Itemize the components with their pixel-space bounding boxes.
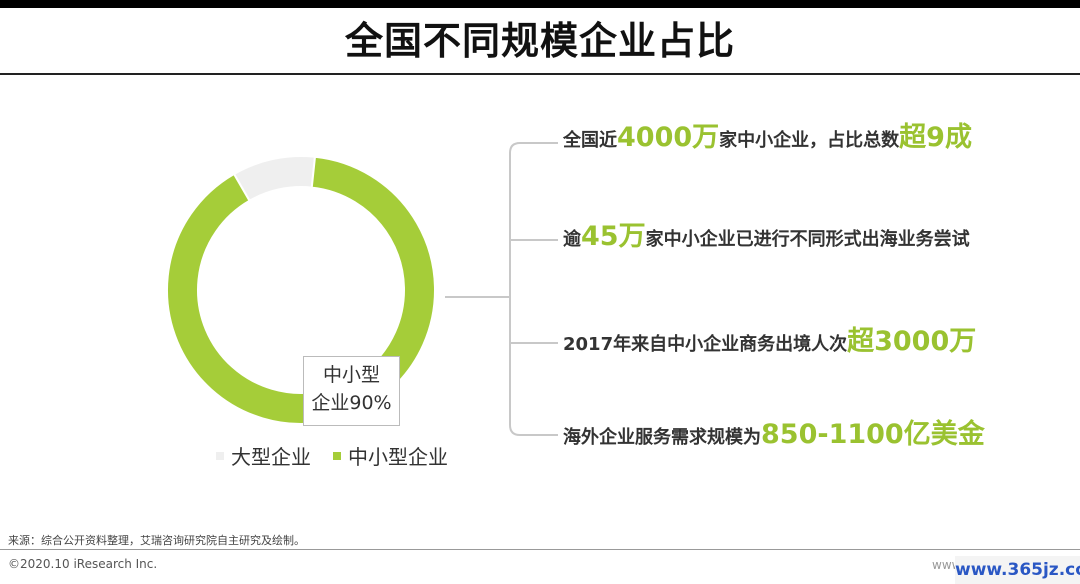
title-divider [0,73,1080,75]
statement-2-highlight: 45万 [581,221,646,252]
chart-tooltip: 中小型 企业90% [303,356,400,426]
statement-2-text-b: 家中小企业已进行不同形式出海业务尝试 [645,229,970,250]
legend-swatch-large [216,451,224,460]
statement-1: 全国近4000万家中小企业，占比总数超9成 [563,124,972,151]
statement-4: 海外企业服务需求规模为850-1100亿美金 [563,421,985,448]
footer-divider [0,549,1080,550]
watermark: www.365jz.com [955,556,1080,584]
legend-item-large: 大型企业 [216,441,311,470]
tooltip-line1: 中小型 [322,364,380,386]
donut-chart [166,155,436,425]
donut-slice-sme [166,155,436,425]
statement-2-text-a: 逾 [563,229,581,250]
statement-3-text: 2017年来自中小企业商务出境人次 [563,334,848,355]
legend-swatch-sme [333,451,341,460]
statement-3: 2017年来自中小企业商务出境人次超3000万 [563,328,976,355]
statement-1-text-b: 家中小企业，占比总数 [719,130,900,151]
top-bar [0,0,1080,8]
statement-4-text: 海外企业服务需求规模为 [563,427,761,448]
statement-3-highlight: 超3000万 [847,326,977,357]
statement-1-text-a: 全国近 [563,130,617,151]
legend-label-sme: 中小型企业 [348,445,448,469]
statement-1-highlight-a: 4000万 [617,122,720,153]
statement-2: 逾45万家中小企业已进行不同形式出海业务尝试 [563,223,970,250]
chart-legend: 大型企业 中小型企业 [216,441,462,470]
copyright: ©2020.10 iResearch Inc. [8,557,158,571]
page-title: 全国不同规模企业占比 [344,19,735,63]
statement-4-highlight: 850-1100亿美金 [761,419,985,450]
source-note: 来源：综合公开资料整理，艾瑞咨询研究院自主研究及绘制。 [8,534,305,547]
legend-item-sme: 中小型企业 [333,441,448,470]
bracket-connector [445,142,558,436]
legend-label-large: 大型企业 [231,445,311,469]
tooltip-line2: 企业90% [311,392,392,414]
statement-1-highlight-b: 超9成 [899,122,972,153]
